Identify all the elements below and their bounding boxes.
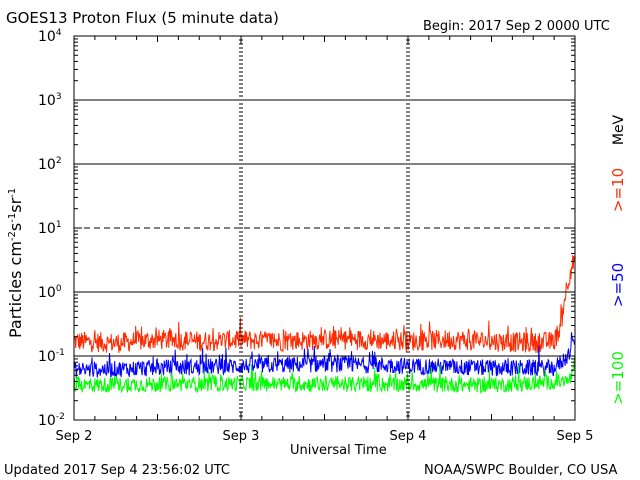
y-tick-base: 10 <box>38 221 56 237</box>
y-tick-base: 10 <box>38 413 56 429</box>
x-tick-label: Sep 2 <box>56 429 93 444</box>
series-line-3 <box>73 355 575 395</box>
y-tick-label: 101 <box>38 220 62 237</box>
y-tick-exponent: -1 <box>56 348 65 358</box>
grid-layer <box>74 39 575 417</box>
y-tick-label: 103 <box>38 92 62 109</box>
x-tick-label: Sep 3 <box>223 429 260 444</box>
y-tick-label: 10-1 <box>38 348 65 365</box>
y-tick-exponent: 2 <box>56 156 62 166</box>
y-tick-exponent: 1 <box>56 220 62 230</box>
y-axis-label-mid2: sr <box>6 197 25 212</box>
updated-timestamp: Updated 2017 Sep 4 23:56:02 UTC <box>4 463 230 478</box>
legend-entry-1: >=10 <box>609 168 627 212</box>
y-axis-label-sup2: -1 <box>7 213 18 223</box>
y-axis-label-main: Particles cm <box>6 241 25 338</box>
y-tick-base: 10 <box>38 157 56 173</box>
y-tick-label: 102 <box>38 156 62 173</box>
y-tick-label: 10-2 <box>38 412 65 429</box>
x-axis-label: Universal Time <box>290 443 387 458</box>
y-tick-exponent: 3 <box>56 92 62 102</box>
y-axis-label-sup1: -2 <box>7 231 18 241</box>
x-tick-label: Sep 4 <box>390 429 427 444</box>
y-axis-label: Particles cm-2s-1sr-1 <box>6 188 25 338</box>
y-tick-exponent: -2 <box>56 412 65 422</box>
y-tick-base: 10 <box>38 349 56 365</box>
legend: MeV >=10 >=50 >=100 <box>609 114 627 404</box>
y-tick-exponent: 4 <box>56 28 62 38</box>
y-tick-label: 100 <box>38 284 62 301</box>
source-credit: NOAA/SWPC Boulder, CO USA <box>424 463 617 478</box>
legend-unit-label: MeV <box>611 114 627 145</box>
x-tick-label: Sep 5 <box>557 429 594 444</box>
series-line-1 <box>73 254 575 353</box>
x-axis: Sep 2 Sep 3 Sep 4 Sep 5 <box>56 36 594 444</box>
y-tick-label: 104 <box>38 28 62 45</box>
day-divider <box>239 39 243 417</box>
y-tick-base: 10 <box>38 93 56 109</box>
y-axis-label-sup3: -1 <box>7 188 18 198</box>
y-tick-base: 10 <box>38 29 56 45</box>
day-divider <box>406 39 410 417</box>
begin-label: Begin: 2017 Sep 2 0000 UTC <box>423 19 610 34</box>
y-axis-label-mid1: s <box>6 223 25 231</box>
legend-entry-3: >=100 <box>609 351 627 405</box>
y-tick-base: 10 <box>38 285 56 301</box>
chart-title: GOES13 Proton Flux (5 minute data) <box>6 9 279 27</box>
legend-entry-2: >=50 <box>609 263 627 307</box>
y-tick-exponent: 0 <box>56 284 62 294</box>
